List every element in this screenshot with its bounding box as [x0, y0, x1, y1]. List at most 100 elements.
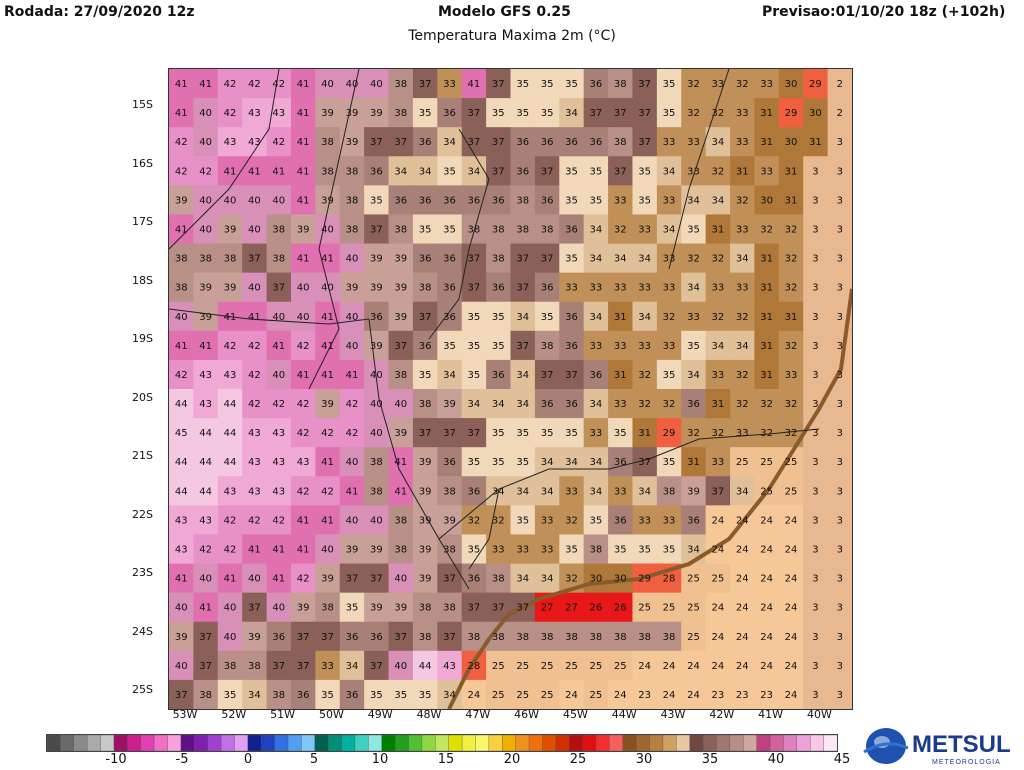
temperature-cell	[437, 301, 463, 332]
temperature-value: 33	[687, 137, 700, 148]
temperature-value: 24	[785, 574, 798, 585]
temperature-cell	[412, 592, 438, 623]
scale-swatch	[435, 734, 450, 752]
scale-label: -10	[105, 752, 127, 767]
temperature-cell	[559, 156, 585, 186]
temperature-value: 34	[711, 195, 724, 206]
temperature-cell	[608, 330, 634, 361]
scale-swatch	[582, 734, 597, 752]
temperature-cell	[681, 476, 707, 506]
temperature-cell	[217, 330, 243, 361]
temperature-value: 40	[370, 399, 383, 410]
temperature-cell	[705, 272, 731, 303]
temperature-cell	[169, 505, 194, 536]
temperature-value: 43	[175, 515, 188, 526]
temperature-value: 41	[272, 341, 285, 352]
temperature-value: 38	[346, 166, 359, 177]
temperature-cell	[754, 679, 780, 709]
temperature-cell	[827, 389, 852, 419]
temperature-cell	[608, 243, 634, 274]
temperature-value: 32	[687, 428, 700, 439]
temperature-value: 37	[370, 225, 383, 236]
temperature-cell	[510, 98, 536, 128]
scale-swatch	[528, 734, 544, 752]
temperature-value: 33	[541, 515, 554, 526]
temperature-value: 32	[760, 225, 773, 236]
temperature-value: 43	[443, 661, 456, 672]
longitude-label: 51W	[270, 708, 296, 721]
temperature-cell	[583, 621, 609, 652]
temperature-cell	[437, 98, 463, 128]
temperature-value: 37	[541, 370, 554, 381]
temperature-value: 24	[663, 661, 676, 672]
temperature-cell	[583, 185, 609, 216]
temperature-value: 37	[199, 632, 212, 643]
temperature-cell	[339, 505, 365, 536]
temperature-cell	[242, 418, 268, 448]
scale-swatch	[702, 734, 718, 752]
scale-swatch	[153, 734, 169, 752]
temperature-value: 35	[663, 457, 676, 468]
temperature-value: 25	[760, 486, 773, 497]
temperature-cell	[217, 69, 243, 99]
temperature-cell	[827, 505, 852, 536]
temperature-value: 43	[248, 457, 261, 468]
temperature-value: 33	[711, 370, 724, 381]
temperature-value: 3	[837, 312, 843, 323]
scale-swatch	[341, 734, 356, 752]
temperature-value: 25	[541, 661, 554, 672]
temperature-cell	[290, 679, 316, 709]
temperature-cell	[803, 679, 829, 709]
map-subtitle: Temperatura Maxima 2m (°C)	[408, 28, 616, 44]
temperature-cell	[778, 389, 804, 419]
temperature-value: 37	[419, 312, 432, 323]
temperature-cell	[315, 650, 341, 681]
temperature-cell	[339, 301, 365, 332]
temperature-cell	[559, 389, 585, 419]
temperature-value: 41	[297, 195, 310, 206]
temperature-value: 44	[224, 399, 237, 410]
temperature-value: 3	[812, 399, 818, 410]
temperature-cell	[315, 534, 341, 565]
temperature-cell	[364, 389, 390, 419]
temperature-value: 32	[565, 515, 578, 526]
temperature-value: 31	[785, 166, 798, 177]
temperature-cell	[290, 272, 316, 303]
temperature-cell	[632, 156, 658, 186]
temperature-cell	[730, 679, 756, 709]
temperature-value: 3	[837, 457, 843, 468]
temperature-cell	[461, 679, 487, 709]
temperature-cell	[730, 69, 756, 99]
temperature-value: 43	[199, 370, 212, 381]
temperature-value: 3	[837, 486, 843, 497]
temperature-cell	[217, 98, 243, 128]
temperature-cell	[193, 214, 219, 245]
temperature-value: 41	[297, 166, 310, 177]
temperature-cell	[217, 621, 243, 652]
temperature-cell	[193, 505, 219, 536]
temperature-cell	[705, 243, 731, 274]
temperature-cell	[803, 243, 829, 274]
temperature-cell	[290, 127, 316, 157]
temperature-cell	[803, 98, 829, 128]
temperature-cell	[315, 127, 341, 157]
temperature-value: 42	[224, 108, 237, 119]
temperature-cell	[510, 389, 536, 419]
temperature-cell	[705, 301, 731, 332]
scale-swatch	[220, 734, 236, 752]
temperature-cell	[803, 447, 829, 477]
temperature-value: 40	[370, 370, 383, 381]
temperature-value: 3	[812, 574, 818, 585]
temperature-value: 38	[492, 225, 505, 236]
temperature-cell	[388, 69, 414, 99]
scale-swatch	[595, 734, 611, 752]
temperature-cell	[778, 98, 804, 128]
temperature-cell	[730, 301, 756, 332]
scale-swatch	[622, 734, 637, 752]
temperature-value: 32	[711, 254, 724, 265]
temperature-value: 36	[614, 515, 627, 526]
temperature-cell	[583, 476, 609, 506]
temperature-cell	[656, 389, 682, 419]
temperature-cell	[266, 621, 292, 652]
temperature-value: 39	[321, 399, 334, 410]
